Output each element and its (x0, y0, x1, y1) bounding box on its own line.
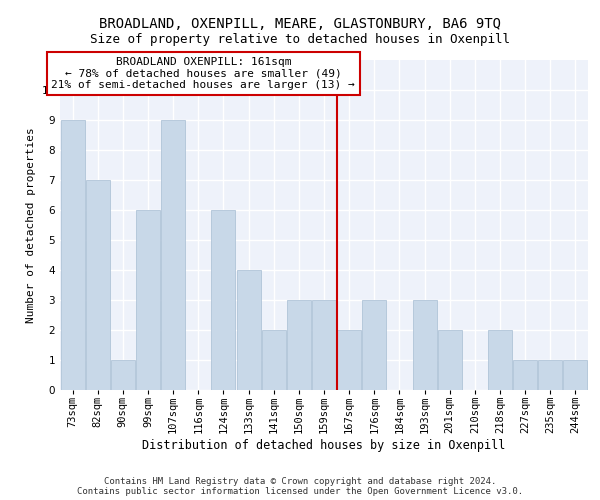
Bar (337, 330, 361, 390)
Bar (287, 300, 311, 390)
Bar (312, 300, 336, 390)
Text: Size of property relative to detached houses in Oxenpill: Size of property relative to detached ho… (90, 32, 510, 46)
Y-axis label: Number of detached properties: Number of detached properties (26, 127, 37, 323)
Bar (513, 360, 537, 390)
Bar (262, 330, 286, 390)
Bar (211, 210, 235, 390)
Bar (111, 360, 135, 390)
Bar (136, 210, 160, 390)
Bar (161, 120, 185, 390)
Bar (488, 330, 512, 390)
Text: Contains HM Land Registry data © Crown copyright and database right 2024.: Contains HM Land Registry data © Crown c… (104, 477, 496, 486)
Bar (362, 300, 386, 390)
Text: Contains public sector information licensed under the Open Government Licence v3: Contains public sector information licen… (77, 487, 523, 496)
Bar (413, 300, 437, 390)
X-axis label: Distribution of detached houses by size in Oxenpill: Distribution of detached houses by size … (142, 438, 506, 452)
Bar (61, 120, 85, 390)
Bar (236, 270, 260, 390)
Bar (438, 330, 461, 390)
Text: BROADLAND OXENPILL: 161sqm
← 78% of detached houses are smaller (49)
21% of semi: BROADLAND OXENPILL: 161sqm ← 78% of deta… (52, 57, 355, 90)
Bar (538, 360, 562, 390)
Bar (563, 360, 587, 390)
Bar (86, 180, 110, 390)
Text: BROADLAND, OXENPILL, MEARE, GLASTONBURY, BA6 9TQ: BROADLAND, OXENPILL, MEARE, GLASTONBURY,… (99, 18, 501, 32)
